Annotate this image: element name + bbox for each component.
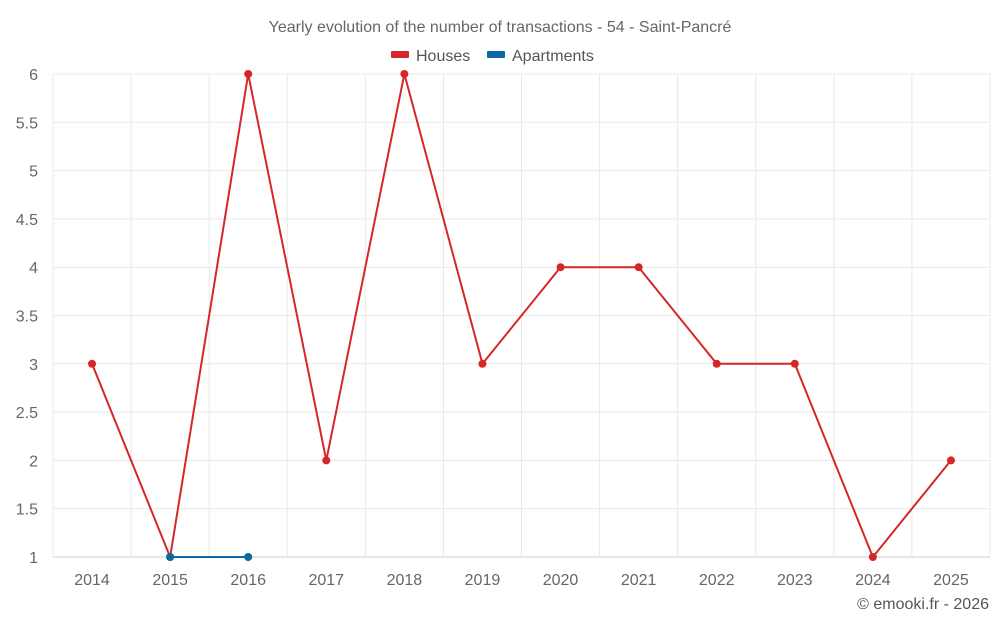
x-axis-labels: 2014 2015 2016 2017 2018 2019 2020 2021 2022 2023… xyxy=(74,572,969,589)
data-point-houses[interactable] xyxy=(712,359,721,368)
legend-item-apartments[interactable]: Apartments xyxy=(487,48,594,65)
data-point-houses[interactable] xyxy=(556,263,565,272)
data-point-houses[interactable] xyxy=(946,456,955,465)
y-tick-label: 4.5 xyxy=(16,212,38,229)
y-axis-labels: 1 1.5 2 2.5 3 3.5 4 4.5 5 5.5 6 xyxy=(16,67,38,567)
y-tick-label: 2.5 xyxy=(16,405,38,422)
credit-text: © emooki.fr - 2026 xyxy=(857,596,989,613)
y-tick-label: 4 xyxy=(29,260,38,277)
legend-swatch-houses xyxy=(391,51,409,58)
y-tick-label: 3.5 xyxy=(16,309,38,326)
x-tick-label: 2015 xyxy=(152,572,188,589)
x-tick-label: 2016 xyxy=(230,572,266,589)
y-tick-label: 2 xyxy=(29,453,38,470)
series xyxy=(88,70,955,561)
data-point-apartments[interactable] xyxy=(166,553,175,561)
y-tick-label: 1.5 xyxy=(16,502,38,519)
y-tick-label: 5.5 xyxy=(16,115,38,132)
y-tick-label: 1 xyxy=(29,550,38,567)
data-point-houses[interactable] xyxy=(634,263,643,272)
data-point-houses[interactable] xyxy=(790,359,799,368)
y-tick-label: 3 xyxy=(29,357,38,374)
x-tick-label: 2025 xyxy=(933,572,969,589)
legend-swatch-apartments xyxy=(487,51,505,58)
data-point-houses[interactable] xyxy=(244,70,253,78)
data-point-apartments[interactable] xyxy=(244,553,253,561)
data-point-houses[interactable] xyxy=(400,70,409,78)
x-tick-label: 2020 xyxy=(543,572,579,589)
data-point-houses[interactable] xyxy=(868,553,877,561)
legend-label-apartments: Apartments xyxy=(512,48,594,65)
chart-title: Yearly evolution of the number of transa… xyxy=(269,19,732,36)
x-tick-label: 2021 xyxy=(621,572,657,589)
x-tick-label: 2018 xyxy=(387,572,423,589)
x-tick-label: 2022 xyxy=(699,572,735,589)
x-tick-label: 2019 xyxy=(465,572,501,589)
legend: Houses Apartments xyxy=(391,48,594,65)
data-point-houses[interactable] xyxy=(88,359,97,368)
data-point-houses[interactable] xyxy=(478,359,487,368)
y-tick-label: 5 xyxy=(29,164,38,181)
x-tick-label: 2017 xyxy=(308,572,344,589)
legend-label-houses: Houses xyxy=(416,48,470,65)
series-line-houses xyxy=(91,73,952,558)
legend-item-houses[interactable]: Houses xyxy=(391,48,470,65)
x-tick-label: 2024 xyxy=(855,572,891,589)
data-point-houses[interactable] xyxy=(322,456,331,465)
x-tick-label: 2023 xyxy=(777,572,813,589)
y-tick-label: 6 xyxy=(29,67,38,84)
x-tick-label: 2014 xyxy=(74,572,110,589)
